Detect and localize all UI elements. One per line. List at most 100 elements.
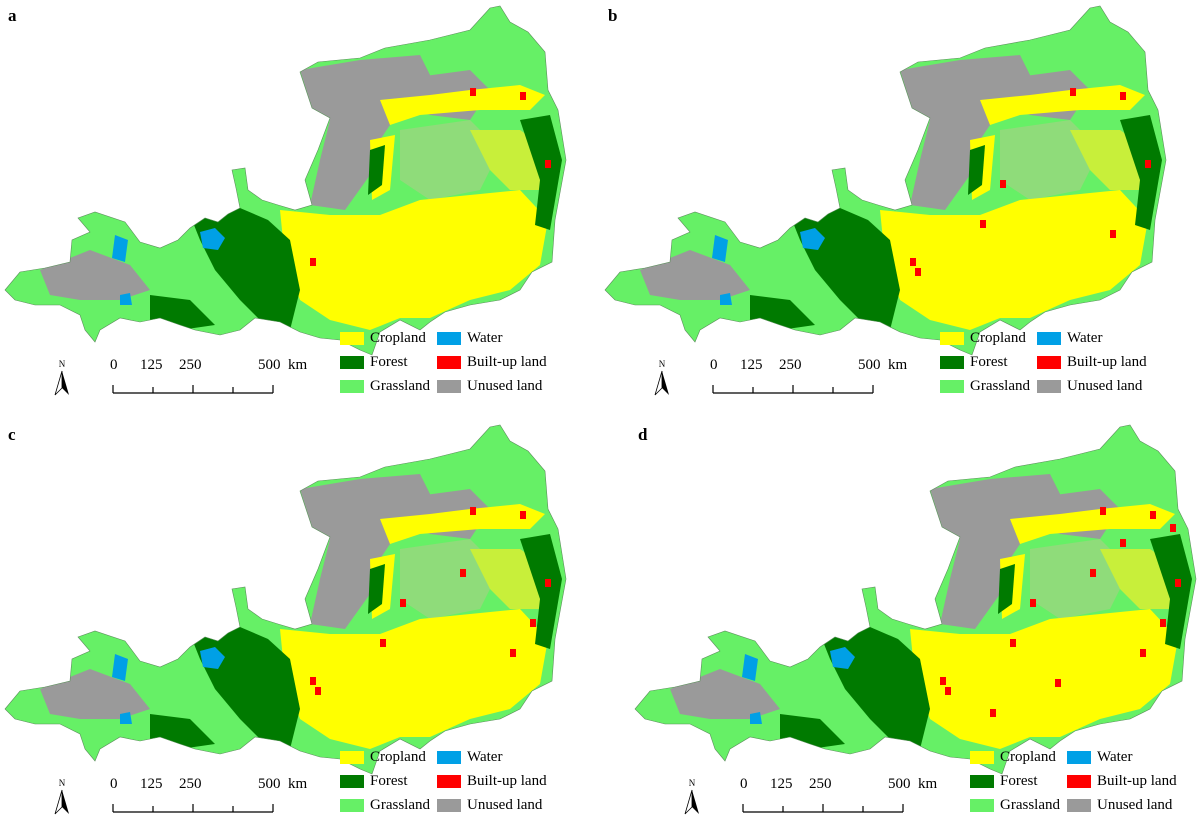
legend-item-cropland: Cropland xyxy=(340,749,426,766)
legend-item-built-up: Built-up land xyxy=(437,773,547,790)
legend-label: Unused land xyxy=(467,378,543,394)
legend-label: Water xyxy=(1097,749,1133,765)
land-use-map xyxy=(604,5,1167,356)
cropland-area xyxy=(280,190,548,330)
svg-text:N: N xyxy=(59,359,66,369)
unused-swatch xyxy=(1037,380,1061,393)
legend-item-grassland: Grassland xyxy=(340,797,430,814)
legend-label: Cropland xyxy=(370,749,426,765)
scale-tick-250: 250 xyxy=(779,357,802,373)
cropland-area xyxy=(380,85,545,125)
legend-item-water: Water xyxy=(1067,749,1132,766)
built-up-area xyxy=(1000,180,1006,188)
built-up-area xyxy=(520,511,526,519)
water-area xyxy=(712,235,728,262)
water-area xyxy=(800,228,825,250)
legend-item-forest: Forest xyxy=(340,354,408,371)
built-up-area xyxy=(545,160,551,168)
legend: Cropland Water Forest Built-up land Gras… xyxy=(340,330,600,402)
scale-bar: N 0 125 250 500 km xyxy=(52,357,312,402)
legend-item-unused: Unused land xyxy=(1037,378,1142,395)
legend-item-cropland: Cropland xyxy=(970,749,1056,766)
forest-area xyxy=(1120,115,1162,230)
scale-unit: km xyxy=(288,776,308,792)
north-arrow-icon: N xyxy=(654,359,669,396)
land-use-map xyxy=(4,5,567,356)
legend-label: Water xyxy=(1067,330,1103,346)
legend-item-water: Water xyxy=(437,749,502,766)
panel-label: b xyxy=(608,6,618,25)
forest-swatch xyxy=(970,775,994,788)
legend: Cropland Water Forest Built-up land Gras… xyxy=(940,330,1200,402)
legend-label: Forest xyxy=(970,354,1008,370)
legend-item-forest: Forest xyxy=(340,773,408,790)
built-up-area xyxy=(1070,88,1076,96)
legend-label: Water xyxy=(467,749,503,765)
forest-area xyxy=(520,115,562,230)
water-area xyxy=(200,647,225,669)
built-up-area xyxy=(1110,230,1116,238)
built-up-area xyxy=(545,579,551,587)
built-up-area xyxy=(1140,649,1146,657)
forest-area xyxy=(520,534,562,649)
built-up-area xyxy=(310,677,316,685)
cropland-swatch xyxy=(340,751,364,764)
built-up-area xyxy=(940,677,946,685)
scale-tick-500: 500 xyxy=(258,357,281,373)
scale-tick-125: 125 xyxy=(140,776,163,792)
grassland-swatch xyxy=(340,380,364,393)
built-up-area xyxy=(1175,579,1181,587)
water-swatch xyxy=(1067,751,1091,764)
legend-label: Forest xyxy=(1000,773,1038,789)
built-up-swatch xyxy=(437,356,461,369)
legend-item-forest: Forest xyxy=(940,354,1008,371)
scale-tick-0: 0 xyxy=(110,776,118,792)
land-use-map xyxy=(634,424,1197,775)
scale-tick-125: 125 xyxy=(770,776,793,792)
cropland-area xyxy=(980,85,1145,125)
built-up-swatch xyxy=(1067,775,1091,788)
built-up-area xyxy=(1100,507,1106,515)
scale-bar-line xyxy=(712,385,874,394)
legend: Cropland Water Forest Built-up land Gras… xyxy=(970,749,1200,821)
forest-swatch xyxy=(340,775,364,788)
svg-text:N: N xyxy=(659,359,666,369)
built-up-area xyxy=(1145,160,1151,168)
built-up-area xyxy=(520,92,526,100)
panel-label: d xyxy=(638,425,648,444)
legend-label: Cropland xyxy=(370,330,426,346)
scale-tick-125: 125 xyxy=(140,357,163,373)
scale-tick-0: 0 xyxy=(710,357,718,373)
built-up-area xyxy=(1090,569,1096,577)
panel-label: c xyxy=(8,425,16,444)
built-up-area xyxy=(1120,92,1126,100)
built-up-area xyxy=(1010,639,1016,647)
scale-tick-500: 500 xyxy=(888,776,911,792)
legend-label: Grassland xyxy=(370,797,430,813)
built-up-area xyxy=(400,599,406,607)
legend-item-grassland: Grassland xyxy=(970,797,1060,814)
built-up-area xyxy=(1055,679,1061,687)
water-area xyxy=(750,712,762,724)
scale-unit: km xyxy=(288,357,308,373)
legend-label: Built-up land xyxy=(467,773,547,789)
scale-tick-0: 0 xyxy=(740,776,748,792)
cropland-swatch xyxy=(970,751,994,764)
forest-swatch xyxy=(940,356,964,369)
scale-tick-250: 250 xyxy=(179,357,202,373)
cropland-area xyxy=(910,609,1178,749)
scale-bar: N 0 125 250 500 km xyxy=(52,776,312,821)
built-up-area xyxy=(315,687,321,695)
legend-item-built-up: Built-up land xyxy=(1067,773,1177,790)
scale-bar-line xyxy=(742,804,904,813)
built-up-area xyxy=(1030,599,1036,607)
legend-label: Cropland xyxy=(1000,749,1056,765)
scale-tick-125: 125 xyxy=(740,357,763,373)
legend-item-unused: Unused land xyxy=(437,378,542,395)
scale-tick-500: 500 xyxy=(258,776,281,792)
legend-item-water: Water xyxy=(437,330,502,347)
scale-tick-250: 250 xyxy=(179,776,202,792)
cropland-swatch xyxy=(940,332,964,345)
water-area xyxy=(200,228,225,250)
legend-item-forest: Forest xyxy=(970,773,1038,790)
